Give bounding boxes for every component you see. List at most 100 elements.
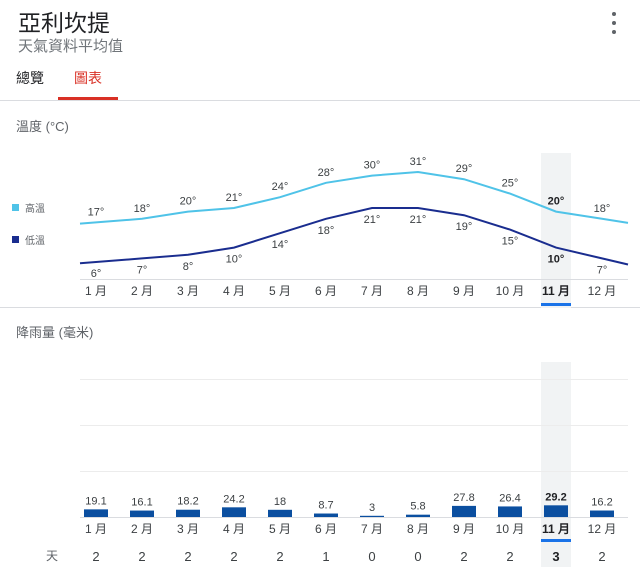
low-temp-label: 10° xyxy=(226,254,243,266)
selected-month-highlight-precip xyxy=(541,362,571,567)
rainy-days-value: 2 xyxy=(230,549,237,564)
precip-value-label: 5.8 xyxy=(410,501,425,513)
temp-month-label: 4 月 xyxy=(223,284,245,298)
legend-high-swatch xyxy=(12,204,19,211)
legend-low-label: 低溫 xyxy=(25,236,45,247)
high-temp-label: 31° xyxy=(410,156,427,168)
precip-value-label: 24.2 xyxy=(223,493,244,505)
days-label: 天 xyxy=(46,549,59,563)
high-temp-label: 24° xyxy=(272,181,289,193)
rainy-days-value: 2 xyxy=(276,549,283,564)
precip-month-label: 1 月 xyxy=(85,522,107,536)
precip-value-label: 19.1 xyxy=(85,495,106,507)
precip-bar xyxy=(452,505,476,517)
low-temp-label: 14° xyxy=(272,239,289,251)
precip-month-label: 10 月 xyxy=(496,522,525,536)
tabs-divider xyxy=(0,100,640,101)
temp-month-label: 3 月 xyxy=(177,284,199,298)
precip-bar xyxy=(590,510,614,517)
precip-value-label: 3 xyxy=(369,502,375,514)
tab-active-indicator xyxy=(58,97,118,100)
precip-value-label: 29.2 xyxy=(545,491,566,503)
precip-bar xyxy=(360,515,384,517)
location-subtitle: 天氣資料平均值 xyxy=(18,38,124,55)
high-temp-label: 28° xyxy=(318,167,335,179)
location-title: 亞利坎提 xyxy=(18,10,110,36)
low-temp-label: 21° xyxy=(410,214,427,226)
precipitation-title: 降雨量 (毫米) xyxy=(16,325,94,340)
high-temp-label: 30° xyxy=(364,160,381,172)
rainy-days-value: 0 xyxy=(368,549,375,564)
low-temp-label: 15° xyxy=(502,236,519,248)
rainy-days-value: 2 xyxy=(598,549,605,564)
precip-bar xyxy=(268,509,292,517)
legend-high: 高溫 xyxy=(12,200,45,215)
low-temp-label: 19° xyxy=(456,221,473,233)
precip-month-label: 2 月 xyxy=(131,522,153,536)
precip-value-label: 18.2 xyxy=(177,496,198,508)
temp-month-label: 12 月 xyxy=(588,284,617,298)
high-temp-label: 29° xyxy=(456,163,473,175)
temp-selected-indicator xyxy=(541,303,571,306)
precip-bar xyxy=(130,510,154,517)
temp-month-label: 9 月 xyxy=(453,284,475,298)
rainy-days-value: 1 xyxy=(322,549,329,564)
high-temp-label: 17° xyxy=(88,206,105,218)
rainy-days-value: 2 xyxy=(460,549,467,564)
precip-month-label: 12 月 xyxy=(588,522,617,536)
precip-bar xyxy=(84,509,108,517)
precip-month-label: 3 月 xyxy=(177,522,199,536)
low-temp-label: 21° xyxy=(364,214,381,226)
temperature-title: 溫度 (°C) xyxy=(16,119,69,134)
low-temp-label: 7° xyxy=(597,264,608,276)
legend-low: 低溫 xyxy=(12,232,45,247)
tab-chart[interactable]: 圖表 xyxy=(74,70,102,86)
rainy-days-value: 3 xyxy=(552,549,559,564)
precip-bar xyxy=(176,509,200,517)
precip-value-label: 26.4 xyxy=(499,492,520,504)
high-temp-label: 21° xyxy=(226,192,243,204)
low-temp-label: 10° xyxy=(548,254,565,266)
precip-value-label: 8.7 xyxy=(318,500,333,512)
more-vert-icon[interactable] xyxy=(604,12,624,34)
precip-bar xyxy=(544,505,568,517)
temp-month-label: 5 月 xyxy=(269,284,291,298)
precip-month-label: 5 月 xyxy=(269,522,291,536)
precip-month-label: 7 月 xyxy=(361,522,383,536)
rainy-days-value: 2 xyxy=(138,549,145,564)
temp-month-label: 8 月 xyxy=(407,284,429,298)
legend-high-label: 高溫 xyxy=(25,204,45,215)
low-temp-line xyxy=(79,207,629,266)
tab-overview[interactable]: 總覽 xyxy=(16,70,44,86)
high-temp-label: 18° xyxy=(594,203,611,215)
precip-bar xyxy=(222,507,246,517)
precip-value-label: 27.8 xyxy=(453,492,474,504)
low-temp-label: 18° xyxy=(318,225,335,237)
precip-value-label: 18 xyxy=(274,496,286,508)
precip-month-label: 4 月 xyxy=(223,522,245,536)
low-temp-label: 6° xyxy=(91,268,102,280)
high-temp-label: 25° xyxy=(502,178,519,190)
temp-month-label: 11 月 xyxy=(542,284,570,298)
precip-bar xyxy=(314,513,338,517)
precip-bar xyxy=(498,506,522,517)
precip-month-label: 6 月 xyxy=(315,522,337,536)
precip-month-label: 8 月 xyxy=(407,522,429,536)
precip-value-label: 16.1 xyxy=(131,497,152,509)
temp-month-label: 6 月 xyxy=(315,284,337,298)
temp-month-label: 10 月 xyxy=(496,284,525,298)
precip-month-label: 9 月 xyxy=(453,522,475,536)
precip-bar xyxy=(406,514,430,517)
temp-month-label: 2 月 xyxy=(131,284,153,298)
high-temp-label: 20° xyxy=(548,196,565,208)
section-divider xyxy=(0,307,640,308)
rainy-days-value: 0 xyxy=(414,549,421,564)
low-temp-label: 7° xyxy=(137,264,148,276)
precip-value-label: 16.2 xyxy=(591,497,612,509)
high-temp-label: 20° xyxy=(180,196,197,208)
temp-month-label: 7 月 xyxy=(361,284,383,298)
legend-low-swatch xyxy=(12,236,19,243)
low-temp-label: 8° xyxy=(183,261,194,273)
high-temp-label: 18° xyxy=(134,203,151,215)
